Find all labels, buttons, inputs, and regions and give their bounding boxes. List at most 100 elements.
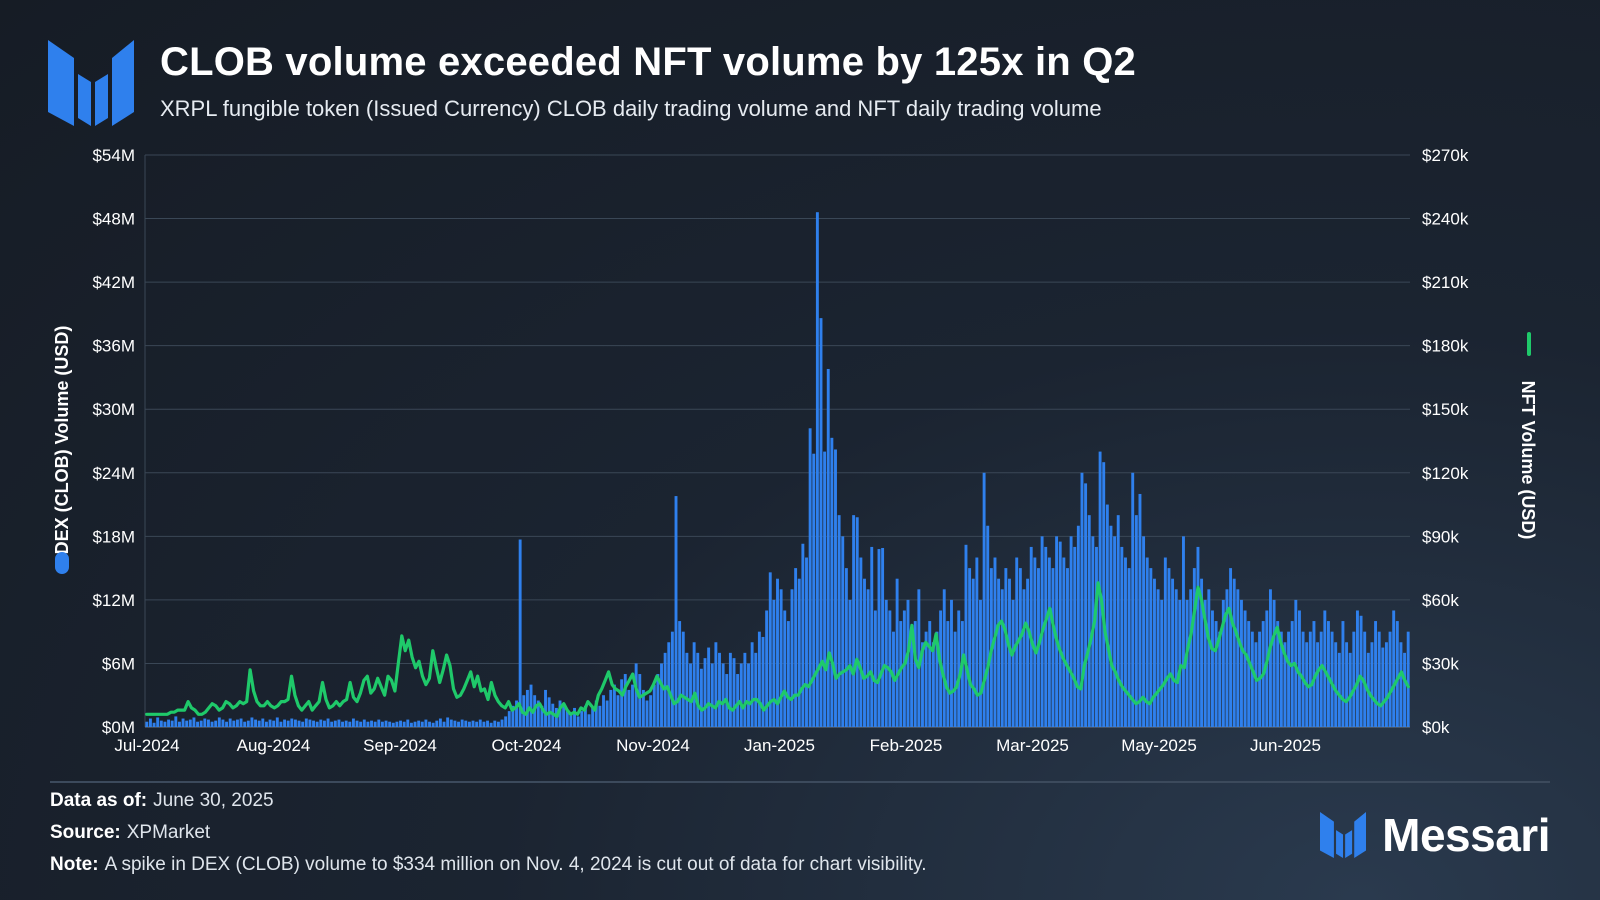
footer-note: Note: A spike in DEX (CLOB) volume to $33… <box>50 854 927 876</box>
clob-volume-bar <box>435 720 439 727</box>
left-tick-label: $12M <box>92 591 135 610</box>
clob-volume-bar <box>1073 546 1077 727</box>
clob-volume-bar <box>928 621 932 727</box>
right-tick-label: $270k <box>1422 146 1469 165</box>
clob-volume-bar <box>826 368 830 727</box>
clob-volume-bar <box>395 721 399 727</box>
clob-volume-bar <box>1142 536 1146 727</box>
clob-volume-bar <box>475 721 479 727</box>
left-tick-label: $24M <box>92 464 135 483</box>
clob-volume-bar <box>337 719 341 727</box>
clob-volume-bar <box>953 631 957 727</box>
clob-volume-bar <box>221 719 225 727</box>
source-label: Source: <box>50 822 121 843</box>
clob-volume-bar <box>174 716 178 727</box>
clob-volume-bar <box>569 714 573 727</box>
clob-volume-bar <box>1026 578 1030 727</box>
clob-volume-bar <box>1120 546 1124 727</box>
clob-volume-bar <box>1200 578 1204 727</box>
clob-volume-bar <box>243 721 247 727</box>
clob-volume-bar <box>1203 599 1207 727</box>
clob-volume-bar <box>1196 546 1200 727</box>
clob-volume-bar <box>667 642 671 727</box>
clob-volume-bar <box>471 720 475 727</box>
clob-volume-bar <box>540 705 544 727</box>
clob-volume-bar <box>402 721 406 727</box>
clob-volume-bar <box>812 453 816 727</box>
clob-volume-bar <box>790 589 794 727</box>
clob-volume-bar <box>388 721 392 727</box>
left-tick-label: $42M <box>92 273 135 292</box>
clob-volume-bar <box>736 674 740 727</box>
clob-volume-bar <box>250 717 254 727</box>
clob-volume-bar <box>1178 599 1182 727</box>
clob-volume-bar <box>805 557 808 727</box>
clob-volume-bar <box>1127 568 1131 727</box>
clob-volume-bar <box>794 568 798 727</box>
clob-volume-bar <box>786 621 790 727</box>
clob-volume-bar <box>1399 642 1403 727</box>
clob-volume-bar <box>333 720 337 727</box>
clob-volume-bar <box>1207 589 1211 727</box>
clob-volume-bar <box>1395 621 1399 727</box>
clob-volume-bar <box>660 663 663 727</box>
clob-volume-bar <box>1229 568 1233 727</box>
clob-volume-bar <box>1355 610 1359 727</box>
clob-volume-bar <box>757 631 761 727</box>
clob-volume-bar <box>656 674 660 727</box>
clob-volume-bar <box>674 496 678 727</box>
clob-volume-bar <box>279 721 283 727</box>
clob-volume-bar <box>1381 647 1385 727</box>
clob-volume-bar <box>235 719 239 727</box>
right-tick-label: $120k <box>1422 464 1469 483</box>
clob-volume-bar <box>420 721 424 727</box>
clob-volume-bar <box>446 717 450 727</box>
clob-volume-bar <box>634 663 638 727</box>
clob-volume-bar <box>1352 631 1356 727</box>
clob-volume-bar <box>877 549 881 727</box>
clob-volume-bar <box>573 707 576 727</box>
clob-volume-bar <box>699 668 703 727</box>
clob-volume-bar <box>1189 589 1193 727</box>
clob-volume-bar <box>678 621 682 727</box>
clob-volume-bar <box>460 719 464 727</box>
clob-volume-bar <box>866 589 870 727</box>
clob-volume-bar <box>1102 462 1106 727</box>
chart-title: CLOB volume exceeded NFT volume by 125x … <box>160 40 1136 84</box>
clob-volume-bar <box>1214 621 1218 727</box>
clob-volume-bar <box>413 721 417 727</box>
clob-volume-bar <box>504 716 508 727</box>
clob-volume-bar <box>1243 610 1247 727</box>
clob-volume-bar <box>1033 557 1037 727</box>
clob-volume-bar <box>1022 589 1026 727</box>
clob-volume-bar <box>689 663 692 727</box>
clob-volume-bar <box>522 695 526 727</box>
clob-volume-bar <box>931 642 935 727</box>
right-tick-label: $150k <box>1422 400 1469 419</box>
clob-volume-bar <box>246 720 250 727</box>
clob-volume-bar <box>1171 578 1175 727</box>
x-tick-label: Jan-2025 <box>744 736 815 755</box>
clob-volume-bar <box>801 543 805 727</box>
clob-volume-bar <box>1211 610 1214 727</box>
clob-volume-bar <box>489 722 493 727</box>
clob-volume-bar <box>968 568 972 727</box>
clob-volume-bar <box>257 720 261 727</box>
clob-volume-bar <box>1283 642 1287 727</box>
clob-volume-bar <box>181 718 185 727</box>
clob-volume-bar <box>1359 615 1363 727</box>
clob-volume-bar <box>645 700 649 727</box>
clob-volume-bar <box>714 642 718 727</box>
clob-volume-bar <box>681 631 685 727</box>
clob-volume-bar <box>478 719 482 727</box>
clob-volume-bar <box>1109 525 1113 727</box>
clob-volume-bar <box>576 716 580 727</box>
clob-volume-bar <box>1124 557 1127 727</box>
nft-volume-line <box>145 581 1410 718</box>
clob-volume-bar <box>743 652 747 727</box>
clob-volume-bar <box>511 705 515 727</box>
clob-volume-bar <box>228 718 232 727</box>
clob-volume-bar <box>283 719 286 727</box>
clob-volume-bar <box>837 515 841 727</box>
clob-volume-bar <box>913 621 917 727</box>
